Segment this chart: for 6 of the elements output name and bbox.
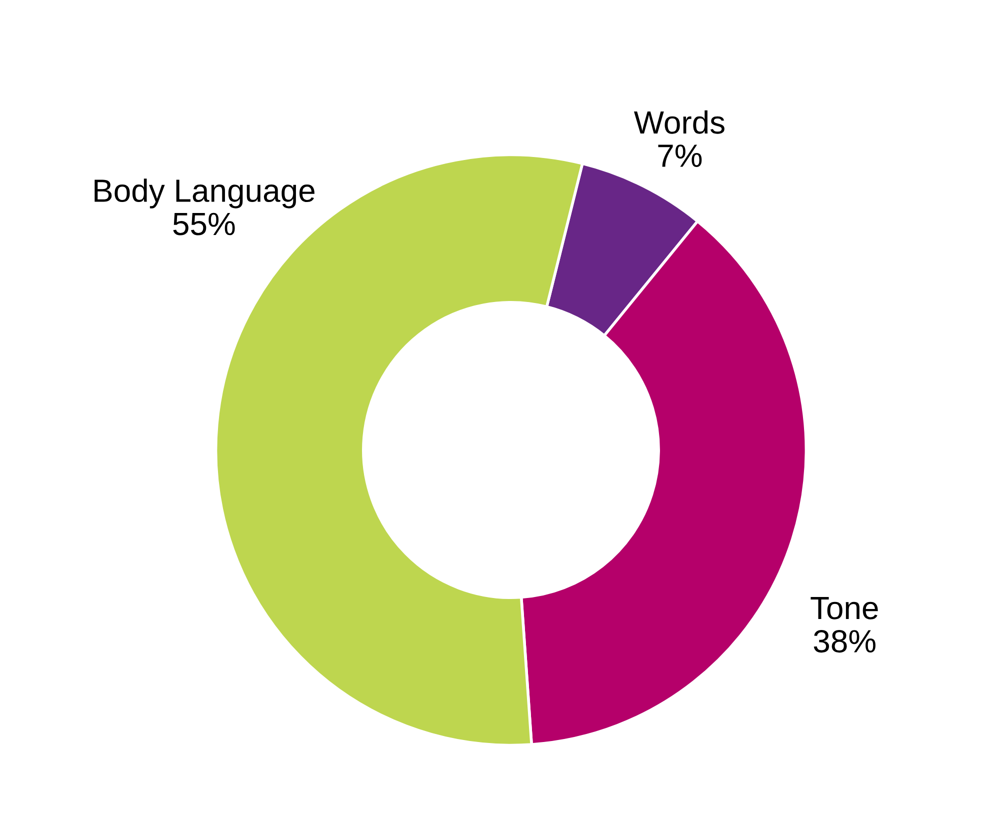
slice-label: Words xyxy=(634,110,724,134)
data-label: 55% xyxy=(173,212,235,236)
data-label: 38% xyxy=(814,630,876,653)
slice-label: Body Language xyxy=(94,178,314,208)
data-label: 7% xyxy=(658,144,702,167)
slice-label: Tone xyxy=(810,597,878,620)
